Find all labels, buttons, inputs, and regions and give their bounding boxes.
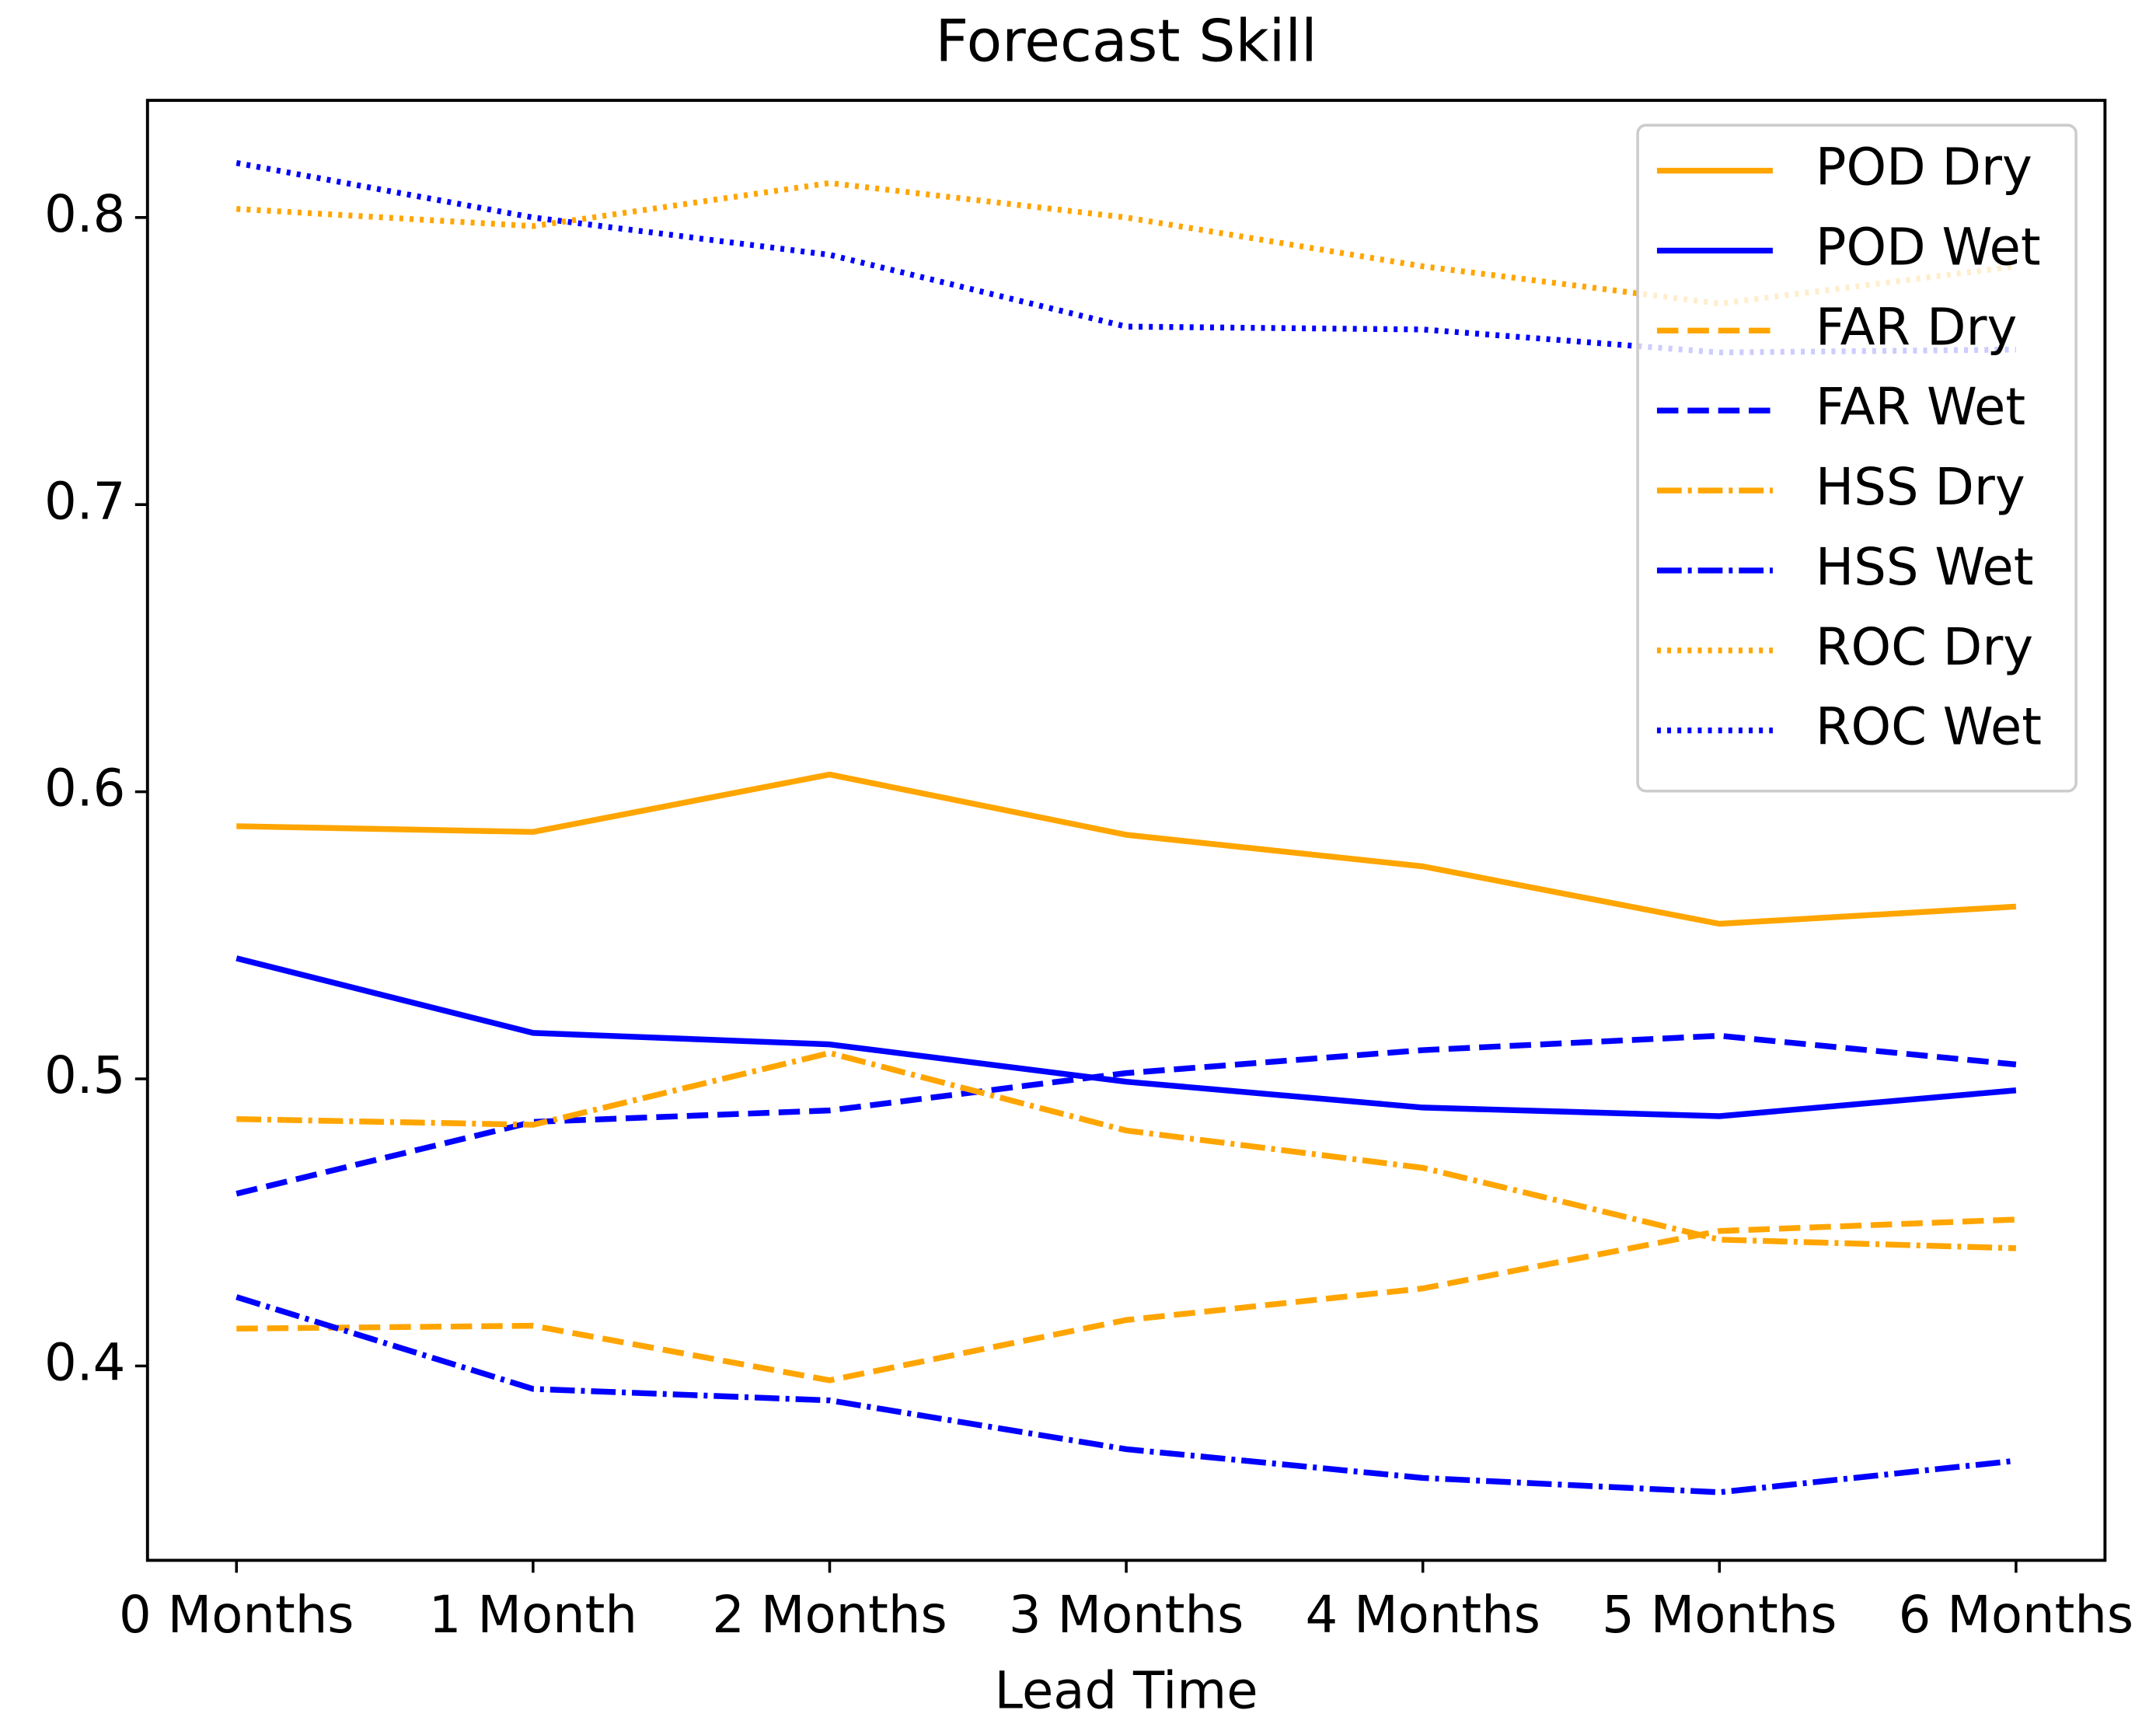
legend-label: ROC Wet	[1816, 698, 2042, 757]
x-tick-label: 0 Months	[119, 1586, 354, 1645]
y-tick-label: 0.5	[44, 1046, 125, 1105]
legend-label: FAR Wet	[1816, 378, 2025, 437]
x-tick-label: 5 Months	[1602, 1586, 1837, 1645]
y-tick-label: 0.7	[44, 472, 125, 531]
series-line	[236, 771, 2017, 927]
x-tick-label: 4 Months	[1305, 1586, 1540, 1645]
legend-label: POD Dry	[1816, 138, 2032, 197]
series-line	[235, 1294, 2017, 1495]
chart-title: Forecast Skill	[935, 8, 1317, 75]
series-line	[236, 1216, 2017, 1384]
x-axis-label: Lead Time	[995, 1662, 1258, 1721]
legend-label: HSS Dry	[1816, 458, 2025, 517]
legend-label: POD Wet	[1816, 218, 2041, 277]
series-line	[235, 955, 2017, 1119]
series-line	[236, 1050, 2016, 1251]
y-tick-label: 0.4	[44, 1333, 125, 1392]
legend-box	[1636, 124, 2078, 793]
legend-label: FAR Dry	[1816, 298, 2017, 357]
legend-label: ROC Dry	[1816, 618, 2033, 677]
legend: POD Dry POD Wet FAR Dry FAR Wet HSS Dry HSS W…	[1636, 124, 2078, 793]
axes-frame	[145, 99, 2107, 1562]
x-tick-label: 3 Months	[1009, 1586, 1244, 1645]
series-line	[236, 180, 2017, 307]
series-line	[235, 1032, 2017, 1197]
x-tick-label: 6 Months	[1899, 1586, 2133, 1645]
y-tick-label: 0.6	[44, 759, 125, 818]
y-tick-label: 0.8	[44, 185, 125, 244]
legend-label: HSS Wet	[1816, 538, 2034, 597]
x-tick-label: 1 Month	[429, 1586, 637, 1645]
x-tick-label: 2 Months	[712, 1586, 947, 1645]
